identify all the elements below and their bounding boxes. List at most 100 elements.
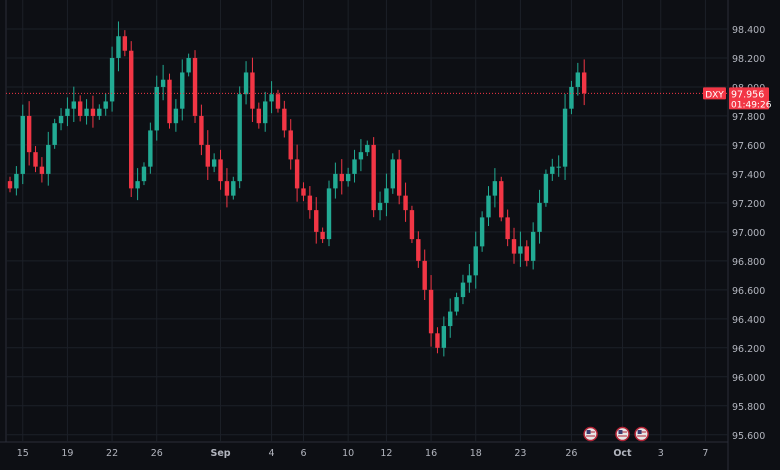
candle-body (14, 173, 19, 189)
candle-body (435, 333, 440, 348)
x-tick-label: 3 (658, 448, 664, 459)
x-tick-label: Sep (210, 448, 230, 459)
x-tick-label: 10 (342, 448, 354, 459)
candle-body (97, 108, 102, 116)
candle-body (65, 108, 70, 116)
flag-canton (618, 430, 623, 434)
candle-body (167, 79, 172, 124)
candle-body (243, 72, 249, 95)
candle-body (237, 94, 242, 182)
candle-body (550, 166, 555, 174)
candle-body (454, 297, 459, 312)
candle-body (46, 144, 51, 174)
x-tick-label: 4 (269, 448, 275, 459)
candle-body (180, 72, 185, 109)
candle-body (231, 181, 236, 196)
candle-body (518, 246, 523, 254)
candle-body (326, 188, 332, 240)
candle-body (339, 173, 344, 182)
y-tick-label: 96.800 (732, 257, 765, 268)
candle-body (479, 217, 485, 247)
y-tick-label: 97.800 (732, 112, 765, 123)
candle-body (263, 101, 268, 124)
candle-body (294, 159, 300, 189)
candle-body (505, 217, 510, 240)
candle-body (269, 94, 274, 102)
candle-body (365, 144, 370, 153)
candle-body (530, 231, 536, 261)
candle-body (499, 181, 504, 218)
candle-body (282, 108, 287, 131)
candle-body (352, 159, 357, 174)
x-tick-label: 19 (61, 448, 73, 459)
candle-body (371, 144, 376, 211)
candle-body (460, 282, 466, 298)
candle-body (582, 72, 587, 94)
x-tick-label: 18 (470, 448, 482, 459)
symbol-tag (703, 87, 726, 100)
candle-body (422, 260, 427, 290)
candle-body (58, 115, 64, 124)
candle-body (396, 159, 402, 196)
candle-body (562, 108, 568, 167)
candle-body (71, 101, 76, 109)
candle-body (218, 159, 223, 182)
candle-body (116, 36, 121, 58)
x-tick-label: Oct (613, 448, 632, 459)
y-tick-label: 98.200 (732, 54, 765, 65)
candle-body (148, 130, 153, 167)
candle-body (314, 210, 319, 232)
candle-body (511, 239, 517, 254)
x-tick-label: 23 (514, 448, 526, 459)
candle-body (109, 57, 115, 102)
candle-body (575, 72, 581, 87)
symbol-tag-text: DXY (705, 90, 724, 100)
last-price-tag (729, 87, 769, 110)
candle-body (84, 108, 89, 116)
us-flag-icon (615, 426, 630, 442)
candle-body (307, 195, 313, 211)
x-tick-label: 15 (17, 448, 29, 459)
candle-body (390, 159, 395, 189)
us-flag-icon (634, 426, 649, 442)
flag-canton (586, 430, 591, 434)
candle-body (205, 144, 210, 167)
candle-body (384, 188, 389, 203)
candle-body (186, 57, 191, 73)
y-tick-label: 96.000 (732, 373, 765, 384)
grid (0, 0, 729, 470)
y-tick-label: 97.000 (732, 228, 765, 239)
candle-body (122, 36, 128, 51)
candle-body (288, 130, 293, 160)
candle-body (441, 326, 447, 348)
candle-body (320, 231, 325, 240)
candle-body (486, 195, 491, 218)
x-tick-label: 7 (702, 448, 708, 459)
candle-body (377, 202, 383, 211)
x-tick-label: 22 (106, 448, 118, 459)
candle-body (26, 115, 32, 153)
candle-body (256, 108, 262, 124)
candle-body (556, 166, 561, 168)
x-tick-label: 6 (300, 448, 306, 459)
candle-body (20, 115, 25, 174)
y-tick-label: 95.600 (732, 431, 765, 442)
last-price-value: 97.956 (731, 89, 764, 100)
candle-body (154, 86, 159, 131)
x-tick-label: 26 (151, 448, 163, 459)
candle-body (492, 181, 498, 196)
y-tick-label: 97.200 (732, 199, 765, 210)
x-axis: 15 19 22 26 Sep 4 6 10 12 16 18 23 26 Oct 3 7 (17, 448, 709, 459)
y-tick-label: 98.400 (732, 25, 765, 36)
candle-body (416, 239, 421, 261)
candles (7, 21, 587, 357)
candle-body (52, 123, 57, 145)
candle-body (211, 159, 217, 167)
candle-body (39, 166, 45, 174)
candle-body (569, 86, 574, 109)
candle-body (199, 115, 204, 145)
candle-body (428, 289, 434, 334)
candle-body (473, 246, 478, 276)
